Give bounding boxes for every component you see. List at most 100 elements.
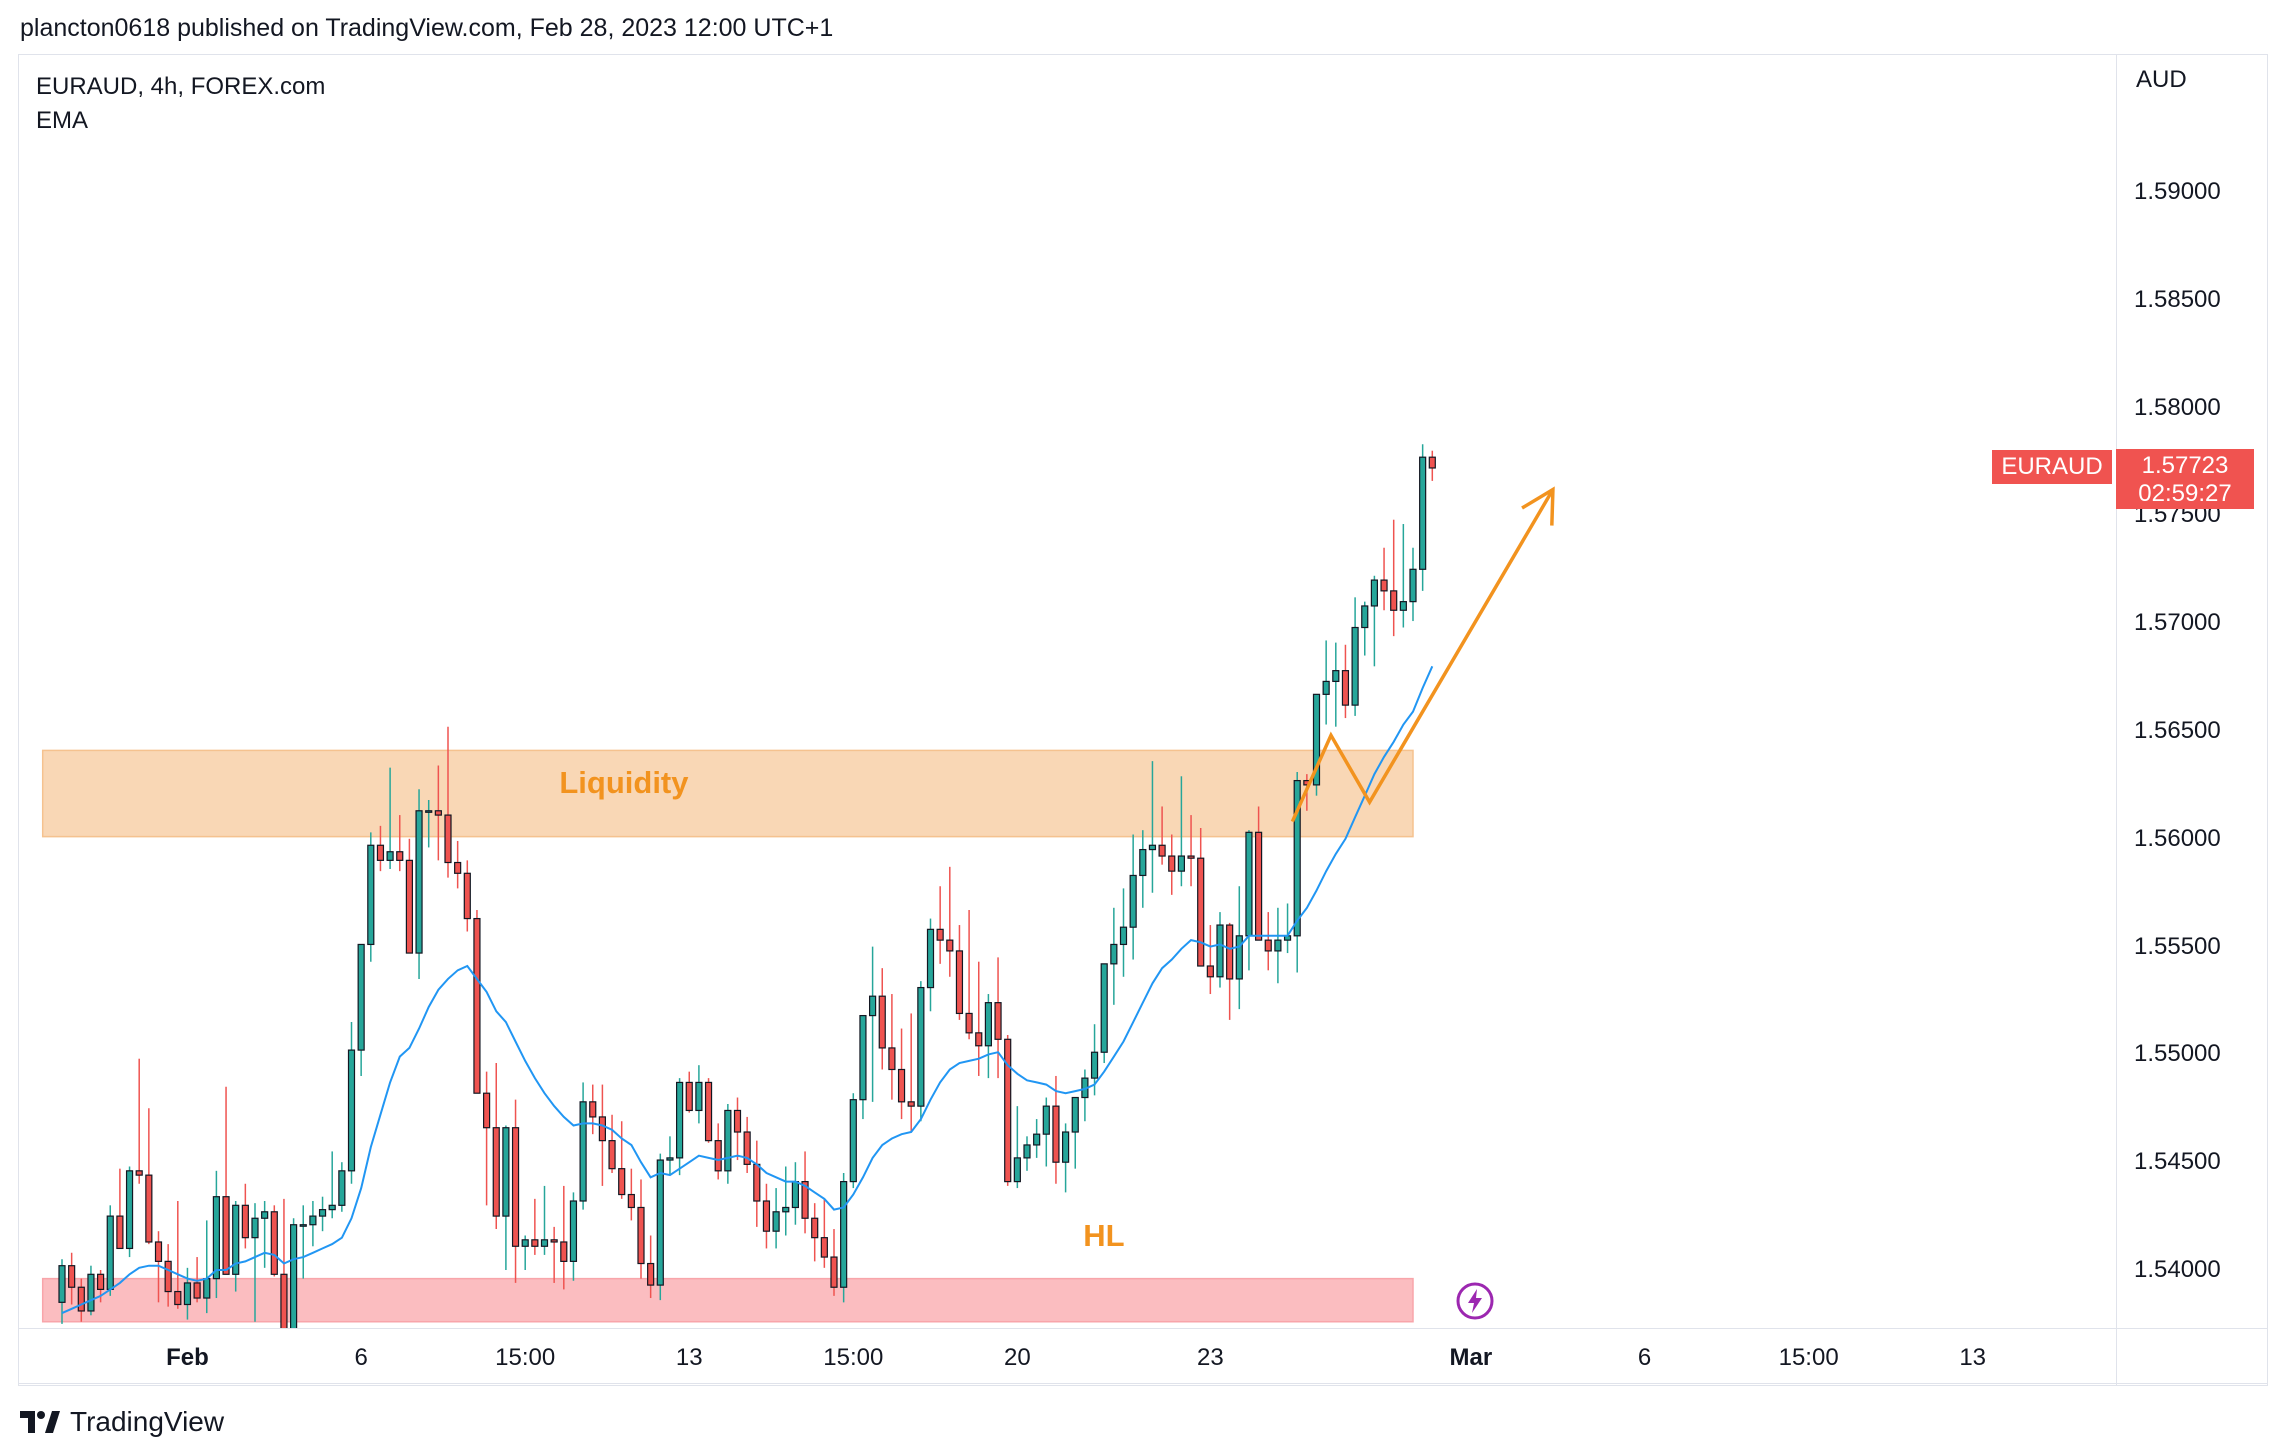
- candle-body: [1332, 670, 1340, 683]
- candle-body: [1419, 456, 1427, 570]
- price-tick-label: 1.55000: [2134, 1040, 2221, 1068]
- candle: [569, 1192, 578, 1281]
- chart-legend[interactable]: EURAUD, 4h, FOREX.com EMA: [36, 70, 325, 138]
- candle: [87, 1265, 95, 1316]
- candle-body: [868, 995, 877, 1017]
- candle: [164, 1244, 172, 1307]
- candle: [1312, 693, 1321, 796]
- candle-body: [830, 1256, 838, 1288]
- candle-body: [154, 1241, 163, 1262]
- hl-label: HL: [1083, 1217, 1125, 1253]
- candle-body: [1254, 831, 1263, 941]
- candle: [183, 1267, 192, 1320]
- time-tick-label: Mar: [1449, 1344, 1493, 1371]
- symbol-price-tag: EURAUD: [1992, 450, 2112, 484]
- candle: [1004, 1034, 1012, 1186]
- candle: [666, 1136, 674, 1176]
- candle: [174, 1201, 182, 1309]
- candle-body: [193, 1282, 201, 1299]
- candle-body: [1322, 680, 1330, 695]
- price-tick-label: 1.54000: [2134, 1256, 2221, 1283]
- candle-body: [270, 1211, 278, 1275]
- candle: [1370, 575, 1379, 667]
- legend-indicator[interactable]: EMA: [36, 107, 89, 134]
- candle-body: [627, 1193, 635, 1209]
- candle: [531, 1198, 539, 1255]
- candle-body: [58, 1265, 66, 1303]
- candle-body: [1004, 1038, 1012, 1183]
- candle: [830, 1229, 838, 1296]
- candle-body: [68, 1265, 76, 1288]
- candle: [1419, 444, 1427, 591]
- tradingview-logo[interactable]: TradingView: [20, 1406, 224, 1438]
- candle: [1274, 907, 1282, 984]
- candle: [907, 1013, 915, 1133]
- candle-body: [415, 810, 423, 954]
- candle: [193, 1257, 201, 1303]
- axis-currency: AUD: [2136, 66, 2187, 93]
- candle: [618, 1121, 626, 1199]
- candle: [261, 1201, 269, 1268]
- candle: [1399, 524, 1407, 628]
- candle-body: [1197, 857, 1205, 967]
- candle: [212, 1170, 220, 1299]
- candle-body: [820, 1237, 828, 1258]
- candle-body: [1033, 1133, 1041, 1146]
- candle-body: [589, 1101, 597, 1118]
- candle: [782, 1166, 790, 1236]
- liquidity-label: Liquidity: [559, 764, 689, 800]
- candle-body: [328, 1204, 336, 1211]
- candle: [222, 1086, 230, 1275]
- candle: [106, 1205, 114, 1296]
- candle: [540, 1185, 549, 1255]
- candle: [1254, 806, 1263, 941]
- candle: [753, 1140, 761, 1227]
- candle-body: [975, 1032, 983, 1047]
- candle-body: [733, 1109, 742, 1133]
- candle-body: [222, 1196, 230, 1275]
- price-tick-label: 1.58500: [2134, 285, 2221, 313]
- candle-body: [608, 1140, 616, 1170]
- candle: [1283, 903, 1292, 954]
- time-tick-label: 6: [354, 1344, 368, 1371]
- candle-body: [280, 1273, 288, 1328]
- candle: [859, 1014, 867, 1120]
- candle: [58, 1259, 66, 1324]
- candle: [946, 866, 954, 977]
- candle-body: [917, 986, 925, 1107]
- candle-body: [376, 844, 385, 861]
- candle: [560, 1185, 568, 1290]
- candle: [241, 1183, 249, 1249]
- candle-body: [637, 1206, 645, 1265]
- candle-body: [801, 1181, 809, 1219]
- candle-body: [135, 1170, 143, 1176]
- candle-body: [396, 851, 404, 861]
- candle: [290, 1218, 298, 1328]
- candle-body: [936, 928, 944, 941]
- candle-body: [1245, 831, 1253, 937]
- price-tick-label: 1.56000: [2134, 824, 2221, 852]
- candle: [897, 1028, 906, 1120]
- candle: [434, 765, 442, 861]
- candle-body: [714, 1140, 722, 1172]
- candle-body: [1274, 939, 1282, 952]
- candle-body: [241, 1204, 249, 1239]
- lightning-icon[interactable]: [1455, 1281, 1495, 1321]
- candle: [1061, 1123, 1070, 1193]
- candles-layer: [58, 444, 1436, 1328]
- candle: [1332, 642, 1340, 727]
- candle: [579, 1082, 587, 1210]
- candle: [598, 1084, 607, 1186]
- candle: [917, 981, 925, 1122]
- time-tick-label: 15:00: [823, 1344, 884, 1371]
- candle-body: [1341, 670, 1350, 706]
- candle: [1226, 922, 1234, 1020]
- candle-body: [338, 1170, 346, 1206]
- candle: [1216, 912, 1224, 988]
- candle: [975, 961, 983, 1076]
- candle: [1023, 1136, 1031, 1171]
- candle-body: [560, 1241, 568, 1262]
- candle: [1409, 547, 1417, 622]
- legend-symbol[interactable]: EURAUD, 4h, FOREX.com: [36, 73, 326, 100]
